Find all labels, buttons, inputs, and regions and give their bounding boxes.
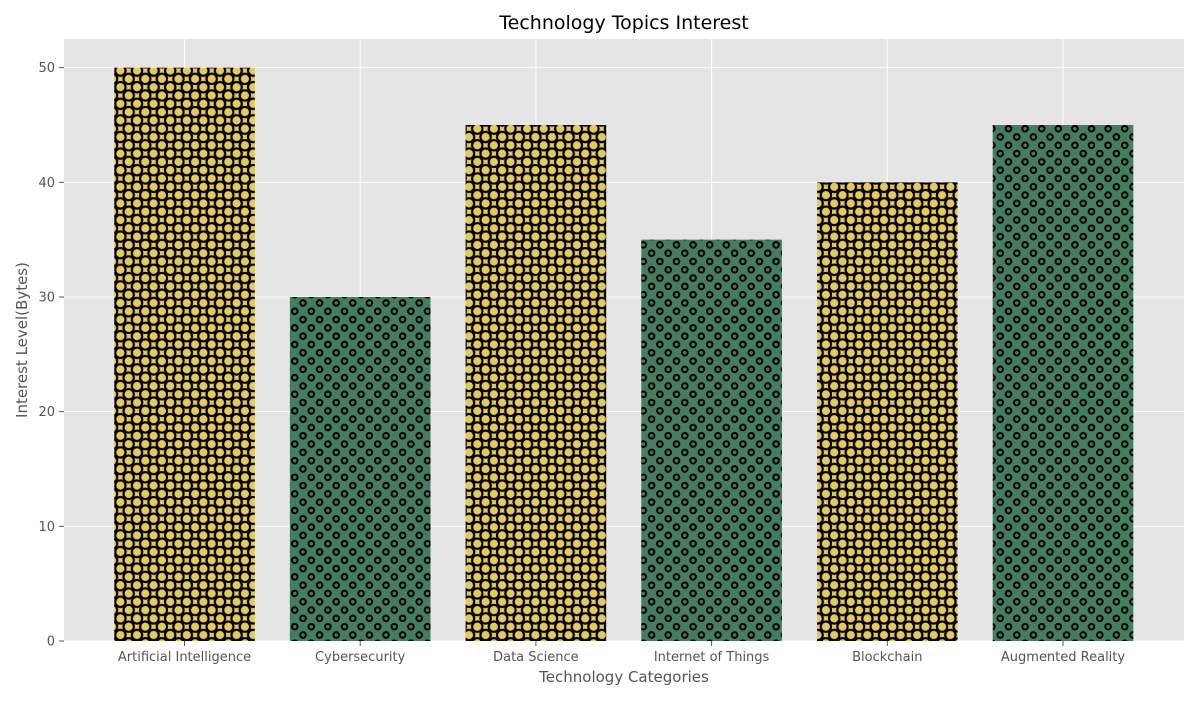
bars [114, 67, 1134, 642]
chart-title: Technology Topics Interest [498, 12, 748, 34]
bar-artificial-intelligence [114, 67, 255, 641]
y-axis-label: Interest Level(Bytes) [13, 262, 31, 418]
y-tick-label: 50 [38, 61, 55, 76]
x-tick-label: Blockchain [852, 650, 922, 665]
bar-data-science [465, 125, 607, 641]
bar-augmented-reality [992, 125, 1134, 641]
y-tick-label: 40 [38, 176, 55, 191]
bar-blockchain [817, 182, 958, 642]
x-tick-label: Artificial Intelligence [118, 650, 251, 665]
y-tick-label: 20 [38, 405, 55, 420]
x-tick-label: Augmented Reality [1001, 650, 1125, 665]
bar-cybersecurity [289, 297, 431, 641]
x-tick-label: Internet of Things [654, 650, 770, 665]
x-axis: Artificial Intelligence Cybersecurity Data… [118, 641, 1125, 665]
y-tick-label: 0 [47, 635, 55, 650]
y-axis: 0 10 20 30 40 50 [38, 61, 64, 650]
y-tick-label: 30 [38, 291, 55, 306]
x-axis-label: Technology Categories [538, 668, 709, 686]
bar-internet-of-things [641, 239, 782, 641]
x-tick-label: Cybersecurity [315, 650, 406, 665]
x-tick-label: Data Science [493, 650, 579, 665]
y-tick-label: 10 [38, 520, 55, 535]
